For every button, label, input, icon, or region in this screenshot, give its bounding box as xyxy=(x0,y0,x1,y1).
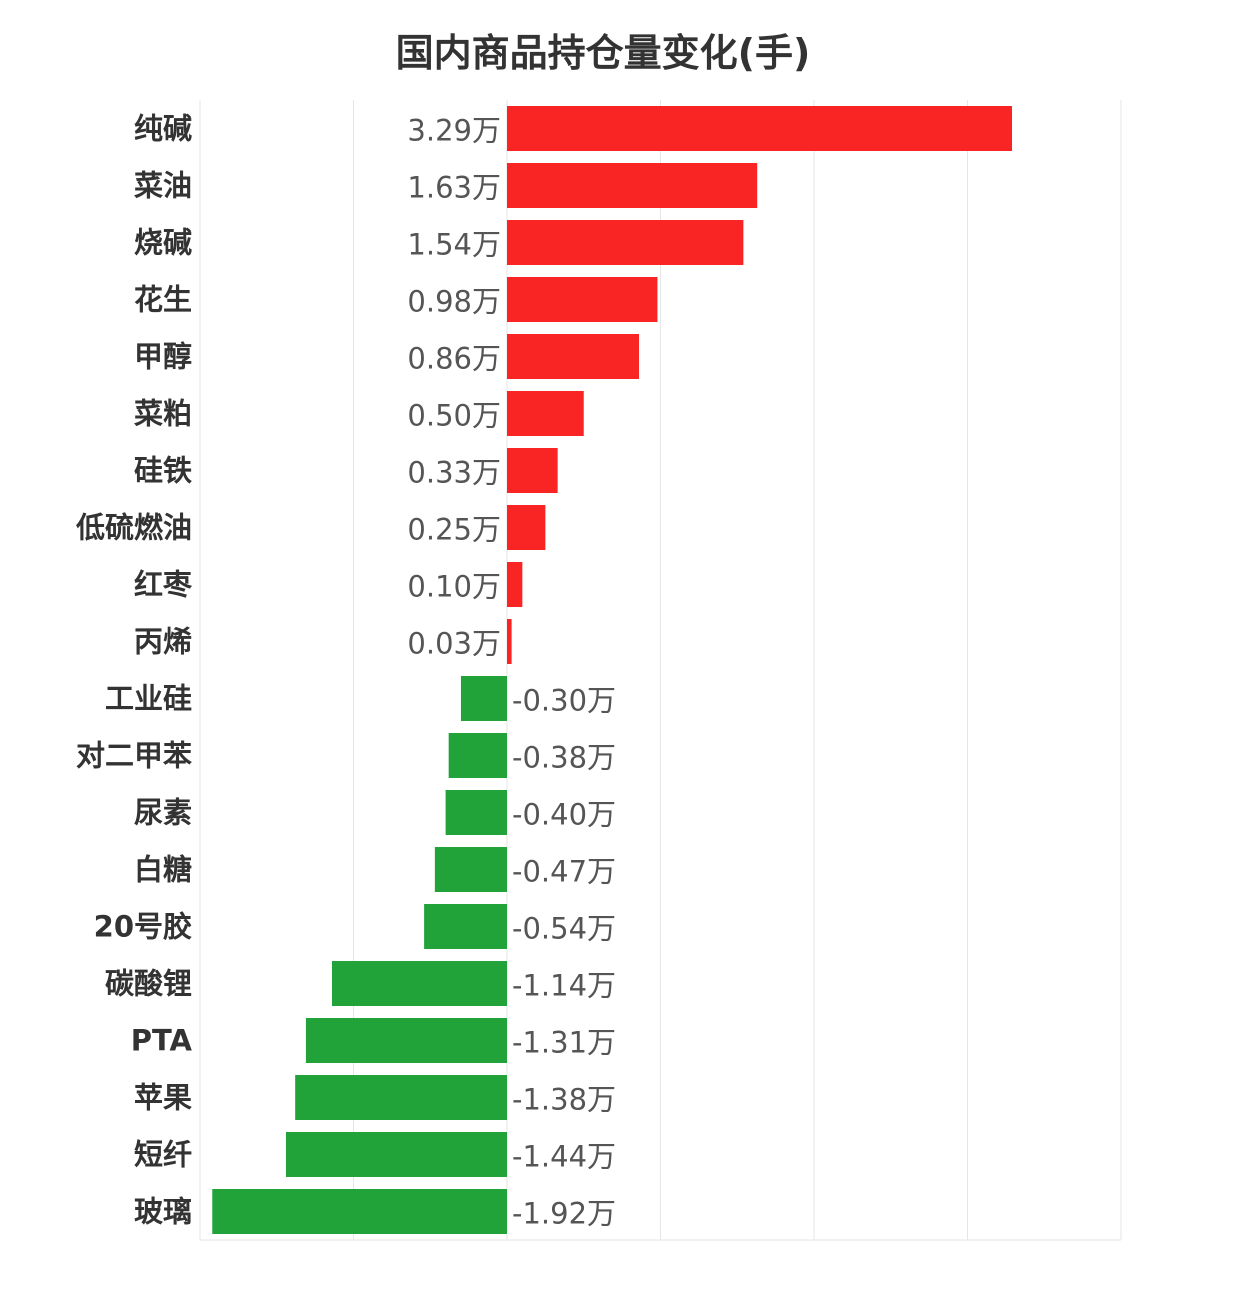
data-label: -1.31万 xyxy=(512,1026,616,1060)
category-label: 菜油 xyxy=(134,169,192,203)
category-label: 短纤 xyxy=(134,1138,192,1172)
data-label: 0.33万 xyxy=(407,456,501,490)
data-label: -0.47万 xyxy=(512,855,616,889)
chart-title: 国内商品持仓量变化(手) xyxy=(395,31,811,75)
category-label: PTA xyxy=(131,1024,193,1058)
category-label: 尿素 xyxy=(134,796,192,830)
category-label: 20号胶 xyxy=(94,910,192,944)
bar xyxy=(434,847,507,892)
bar xyxy=(507,619,512,664)
data-label: -0.30万 xyxy=(512,684,616,718)
bar xyxy=(295,1075,507,1120)
category-label: 烧碱 xyxy=(134,226,192,260)
category-label: 花生 xyxy=(134,283,192,317)
data-label: 1.63万 xyxy=(407,171,501,205)
bar xyxy=(507,334,640,379)
data-label: -1.14万 xyxy=(512,969,616,1003)
data-label: 0.98万 xyxy=(407,285,501,319)
data-label: 0.10万 xyxy=(407,570,501,604)
bar xyxy=(460,676,507,721)
bar xyxy=(448,733,507,778)
category-label: 红枣 xyxy=(134,568,193,602)
category-label: 丙烯 xyxy=(134,625,192,659)
bar xyxy=(507,562,523,607)
bar xyxy=(507,220,744,265)
data-label: 0.25万 xyxy=(407,513,501,547)
bar xyxy=(507,448,558,493)
category-label: 甲醇 xyxy=(134,340,192,374)
category-label: 工业硅 xyxy=(105,682,192,716)
bar xyxy=(507,391,584,436)
data-label: -1.38万 xyxy=(512,1083,616,1117)
category-label: 低硫燃油 xyxy=(75,511,192,545)
data-label: -0.38万 xyxy=(512,741,616,775)
bar xyxy=(424,904,507,949)
category-label: 玻璃 xyxy=(134,1195,192,1229)
bar xyxy=(332,961,507,1006)
category-label: 碳酸锂 xyxy=(105,967,192,1001)
bar xyxy=(305,1018,507,1063)
data-label: 0.03万 xyxy=(407,627,501,661)
data-label: -1.92万 xyxy=(512,1197,616,1231)
bar xyxy=(507,277,658,322)
data-label: -0.40万 xyxy=(512,798,616,832)
data-label: 0.50万 xyxy=(407,399,501,433)
category-label: 纯碱 xyxy=(134,112,192,146)
data-label: 1.54万 xyxy=(407,228,501,262)
bar xyxy=(445,790,507,835)
bar xyxy=(507,163,758,208)
category-label: 苹果 xyxy=(134,1081,192,1115)
data-label: 3.29万 xyxy=(407,114,501,148)
category-label: 对二甲苯 xyxy=(76,739,192,773)
data-label: 0.86万 xyxy=(407,342,501,376)
bar xyxy=(507,106,1013,151)
data-label: -1.44万 xyxy=(512,1140,616,1174)
bar xyxy=(507,505,546,550)
bar xyxy=(285,1132,507,1177)
bar xyxy=(212,1189,507,1234)
data-label: -0.54万 xyxy=(512,912,616,946)
category-label: 白糖 xyxy=(134,853,192,887)
category-label: 菜粕 xyxy=(134,397,192,431)
category-label: 硅铁 xyxy=(134,454,192,488)
